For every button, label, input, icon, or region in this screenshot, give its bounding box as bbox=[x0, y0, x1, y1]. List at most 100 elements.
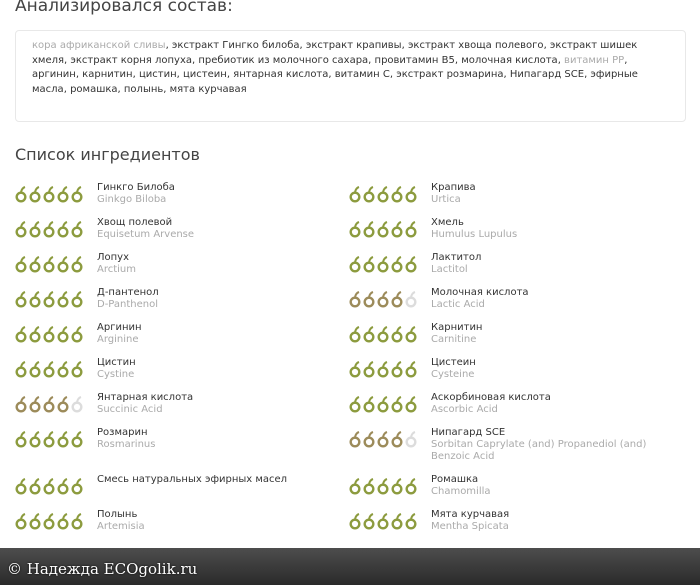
rating-leaf bbox=[377, 518, 389, 530]
rating-stem bbox=[76, 326, 82, 333]
rating-stem bbox=[368, 361, 374, 368]
ingredient-text: Аскорбиновая кислота Ascorbic Acid bbox=[431, 392, 551, 416]
rating-leaf bbox=[71, 518, 83, 530]
rating-stem bbox=[34, 291, 40, 298]
rating-leaf bbox=[15, 436, 27, 448]
composition-item: пребиотик из молочного сахара bbox=[198, 54, 369, 66]
rating-stem bbox=[396, 478, 402, 485]
rating-stem bbox=[410, 291, 416, 298]
rating-stem bbox=[396, 326, 402, 333]
rating-stem bbox=[396, 431, 402, 438]
rating bbox=[349, 221, 417, 238]
rating-stem bbox=[62, 513, 68, 520]
rating-leaf bbox=[71, 191, 83, 203]
rating-leaf bbox=[71, 331, 83, 343]
rating-stem bbox=[62, 396, 68, 403]
separator: , bbox=[503, 69, 510, 81]
rating-leaf bbox=[391, 261, 403, 273]
rating-stem bbox=[76, 361, 82, 368]
rating-stem bbox=[20, 478, 26, 485]
rating-leaf bbox=[57, 296, 69, 308]
ingredient-latin: Cysteine bbox=[431, 369, 475, 380]
rating-leaf bbox=[15, 261, 27, 273]
rating-leaf bbox=[391, 483, 403, 495]
rating-leaf bbox=[71, 296, 83, 308]
ingredient-row: Лактитол Lactitol bbox=[349, 252, 683, 276]
rating-stem bbox=[48, 478, 54, 485]
rating-stem bbox=[396, 396, 402, 403]
separator: , bbox=[75, 69, 83, 81]
rating-stem bbox=[410, 478, 416, 485]
rating-leaf bbox=[363, 331, 375, 343]
rating-leaf bbox=[363, 518, 375, 530]
composition-item: эфирные масла bbox=[32, 69, 638, 95]
rating-leaf bbox=[29, 191, 41, 203]
rating-stem bbox=[34, 396, 40, 403]
ingredient-row: Цистеин Cysteine bbox=[349, 357, 683, 381]
rating bbox=[349, 291, 417, 308]
rating-leaf bbox=[405, 436, 417, 448]
rating-stem bbox=[20, 431, 26, 438]
rating bbox=[15, 326, 83, 343]
composition-item: ромашка bbox=[70, 83, 118, 95]
separator: , bbox=[624, 54, 628, 66]
rating-leaf bbox=[363, 261, 375, 273]
composition-item: экстракт шишек хмеля bbox=[32, 40, 638, 66]
ingredient-text: Мята курчавая Mentha Spicata bbox=[431, 509, 509, 533]
composition-item: витамин PP bbox=[564, 54, 625, 66]
rating-stem bbox=[76, 513, 82, 520]
rating bbox=[349, 431, 417, 448]
ingredient-latin: Urtica bbox=[431, 194, 461, 205]
rating-leaf bbox=[391, 518, 403, 530]
separator: , bbox=[226, 69, 234, 81]
rating-stem bbox=[396, 361, 402, 368]
rating-leaf bbox=[57, 226, 69, 238]
ingredient-row: Хвощ полевой Equisetum Arvense bbox=[15, 217, 349, 241]
rating-stem bbox=[410, 431, 416, 438]
rating-leaf bbox=[377, 191, 389, 203]
rating-leaf bbox=[405, 226, 417, 238]
composition-item: витамин С bbox=[334, 69, 390, 81]
rating-stem bbox=[396, 256, 402, 263]
rating-stem bbox=[368, 513, 374, 520]
ingredient-latin: Ginkgo Biloba bbox=[97, 194, 167, 205]
composition-item: аргинин bbox=[32, 69, 76, 81]
rating-leaf bbox=[405, 483, 417, 495]
rating-stem bbox=[368, 291, 374, 298]
rating bbox=[349, 186, 417, 203]
rating-stem bbox=[368, 256, 374, 263]
composition-item: экстракт Гингко билоба bbox=[171, 40, 300, 51]
rating-stem bbox=[76, 291, 82, 298]
rating-stem bbox=[354, 291, 360, 298]
rating bbox=[15, 361, 83, 378]
ingredient-text: Аргинин Arginine bbox=[97, 322, 142, 346]
rating-stem bbox=[34, 256, 40, 263]
rating-leaf bbox=[349, 483, 361, 495]
composition-item: карнитин bbox=[82, 69, 133, 81]
rating-leaf bbox=[71, 226, 83, 238]
rating-leaf bbox=[29, 483, 41, 495]
rating-leaf bbox=[405, 191, 417, 203]
rating-leaf bbox=[29, 436, 41, 448]
rating-stem bbox=[62, 326, 68, 333]
rating-leaf bbox=[377, 331, 389, 343]
rating-stem bbox=[20, 513, 26, 520]
rating-stem bbox=[76, 431, 82, 438]
rating-stem bbox=[382, 396, 388, 403]
rating-leaf bbox=[57, 436, 69, 448]
separator: , bbox=[401, 40, 408, 51]
separator: , bbox=[557, 54, 565, 66]
rating-stem bbox=[48, 291, 54, 298]
rating-leaf bbox=[391, 226, 403, 238]
rating-leaf bbox=[15, 483, 27, 495]
rating-leaf bbox=[15, 296, 27, 308]
ingredient-text: Нипагард SCE Sorbitan Caprylate (and) Pro… bbox=[431, 427, 683, 463]
ingredient-text: Лактитол Lactitol bbox=[431, 252, 481, 276]
rating-leaf bbox=[349, 331, 361, 343]
rating-stem bbox=[382, 221, 388, 228]
rating-leaf bbox=[29, 401, 41, 413]
rating-stem bbox=[368, 326, 374, 333]
ingredient-row: Аскорбиновая кислота Ascorbic Acid bbox=[349, 392, 683, 416]
rating-leaf bbox=[15, 331, 27, 343]
